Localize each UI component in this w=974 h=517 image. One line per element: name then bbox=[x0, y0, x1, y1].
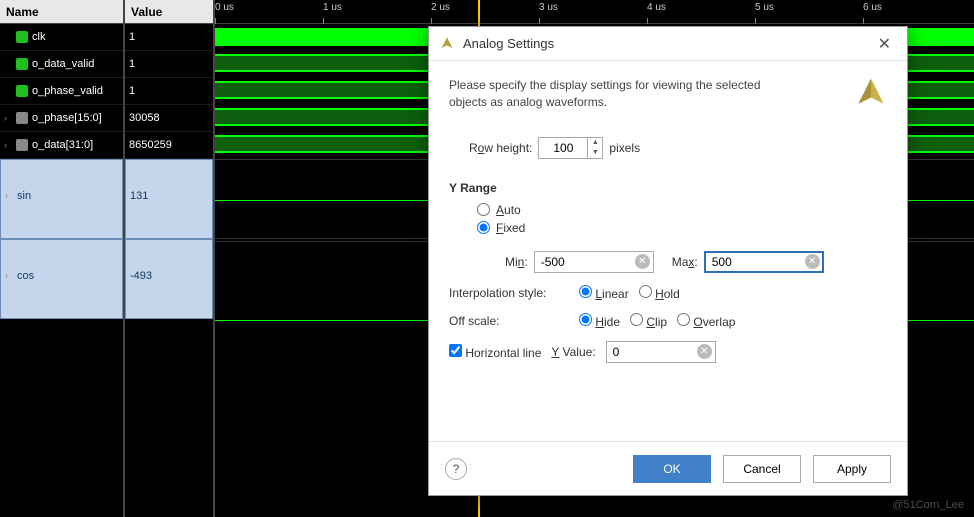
signal-name: cos bbox=[17, 270, 34, 282]
signal-value: 8650259 bbox=[125, 132, 213, 159]
time-ruler[interactable]: 0 us 1 us 2 us 3 us 4 us 5 us 6 us bbox=[215, 0, 974, 24]
dialog-body: Please specify the display settings for … bbox=[429, 61, 907, 441]
cancel-button[interactable]: Cancel bbox=[723, 455, 801, 483]
time-cursor-marker[interactable] bbox=[478, 0, 480, 24]
max-label: Max: bbox=[672, 255, 698, 269]
offscale-clip-radio[interactable]: Clip bbox=[630, 313, 667, 329]
signal-type-icon bbox=[16, 85, 28, 97]
signal-name: o_data[31:0] bbox=[32, 139, 93, 151]
min-label: Min: bbox=[505, 255, 528, 269]
signal-type-icon bbox=[16, 112, 28, 124]
clear-min-icon[interactable]: ✕ bbox=[635, 254, 650, 269]
names-panel: Name clk o_data_valid o_phase_valid › o_phas… bbox=[0, 0, 125, 517]
yrange-fixed-radio[interactable]: Fixed bbox=[477, 221, 887, 235]
signal-value: 1 bbox=[125, 24, 213, 51]
ok-button[interactable]: OK bbox=[633, 455, 711, 483]
signal-name: clk bbox=[32, 31, 45, 43]
ruler-tick: 5 us bbox=[755, 2, 774, 13]
interp-label: Interpolation style: bbox=[449, 286, 569, 300]
help-button[interactable]: ? bbox=[445, 458, 467, 480]
interp-linear-radio[interactable]: Linear bbox=[579, 285, 629, 301]
dialog-description: Please specify the display settings for … bbox=[449, 77, 779, 111]
ruler-tick: 6 us bbox=[863, 2, 882, 13]
names-header: Name bbox=[0, 0, 123, 24]
row-height-label: Row height: bbox=[469, 141, 532, 155]
spinner-down-icon[interactable]: ▼ bbox=[588, 148, 602, 158]
yrange-auto-label: Auto bbox=[496, 203, 521, 217]
row-height-unit: pixels bbox=[609, 141, 640, 155]
app-root: Name clk o_data_valid o_phase_valid › o_phas… bbox=[0, 0, 974, 517]
dialog-footer: ? OK Cancel Apply bbox=[429, 441, 907, 495]
signal-row[interactable]: o_data_valid bbox=[0, 51, 123, 78]
row-height-input[interactable] bbox=[539, 139, 587, 157]
values-header: Value bbox=[125, 0, 213, 24]
signal-value: 1 bbox=[125, 78, 213, 105]
ruler-tick: 2 us bbox=[431, 2, 450, 13]
signal-value: 1 bbox=[125, 51, 213, 78]
row-height-spinner[interactable]: ▲ ▼ bbox=[538, 137, 603, 159]
offscale-hide-radio[interactable]: Hide bbox=[579, 313, 620, 329]
ruler-tick: 3 us bbox=[539, 2, 558, 13]
clear-yvalue-icon[interactable]: ✕ bbox=[697, 344, 712, 359]
signal-type-icon bbox=[16, 139, 28, 151]
signal-name: o_data_valid bbox=[32, 58, 94, 70]
dialog-title: Analog Settings bbox=[463, 36, 872, 51]
signal-row[interactable]: clk bbox=[0, 24, 123, 51]
brand-logo-icon bbox=[853, 75, 889, 111]
spinner-up-icon[interactable]: ▲ bbox=[588, 138, 602, 148]
expand-icon[interactable]: › bbox=[5, 270, 15, 280]
y-range-title: Y Range bbox=[449, 181, 887, 195]
analog-signal-value: 131 bbox=[125, 159, 213, 239]
ruler-tick: 0 us bbox=[215, 2, 234, 13]
signal-value: 30058 bbox=[125, 105, 213, 132]
signal-type-icon bbox=[16, 58, 28, 70]
signal-name: o_phase[15:0] bbox=[32, 112, 102, 124]
expand-icon[interactable]: › bbox=[4, 140, 14, 150]
analog-signal-row[interactable]: ›sin bbox=[0, 159, 123, 239]
ruler-tick: 4 us bbox=[647, 2, 666, 13]
analog-signal-row[interactable]: ›cos bbox=[0, 239, 123, 319]
offscale-label: Off scale: bbox=[449, 314, 569, 328]
values-panel: Value 111300588650259131-493 bbox=[125, 0, 215, 517]
clear-max-icon[interactable]: ✕ bbox=[805, 254, 820, 269]
expand-icon[interactable]: › bbox=[4, 113, 14, 123]
signal-name: sin bbox=[17, 190, 31, 202]
ruler-tick: 1 us bbox=[323, 2, 342, 13]
signal-type-icon bbox=[16, 31, 28, 43]
analog-settings-dialog: Analog Settings ✕ Please specify the dis… bbox=[428, 26, 908, 496]
yrange-auto-radio[interactable]: Auto bbox=[477, 203, 887, 217]
signal-row[interactable]: › o_phase[15:0] bbox=[0, 105, 123, 132]
signal-name: o_phase_valid bbox=[32, 85, 103, 97]
yrange-fixed-label: Fixed bbox=[496, 221, 525, 235]
analog-signal-value: -493 bbox=[125, 239, 213, 319]
dialog-titlebar: Analog Settings ✕ bbox=[429, 27, 907, 61]
offscale-overlap-radio[interactable]: Overlap bbox=[677, 313, 735, 329]
interp-hold-radio[interactable]: Hold bbox=[639, 285, 680, 301]
yvalue-label: Y Value: bbox=[551, 345, 595, 359]
hline-checkbox[interactable]: Horizontal line bbox=[449, 344, 541, 360]
signal-row[interactable]: › o_data[31:0] bbox=[0, 132, 123, 159]
app-logo-icon bbox=[439, 36, 455, 52]
close-icon[interactable]: ✕ bbox=[872, 32, 897, 56]
apply-button[interactable]: Apply bbox=[813, 455, 891, 483]
expand-icon[interactable]: › bbox=[5, 190, 15, 200]
signal-row[interactable]: o_phase_valid bbox=[0, 78, 123, 105]
